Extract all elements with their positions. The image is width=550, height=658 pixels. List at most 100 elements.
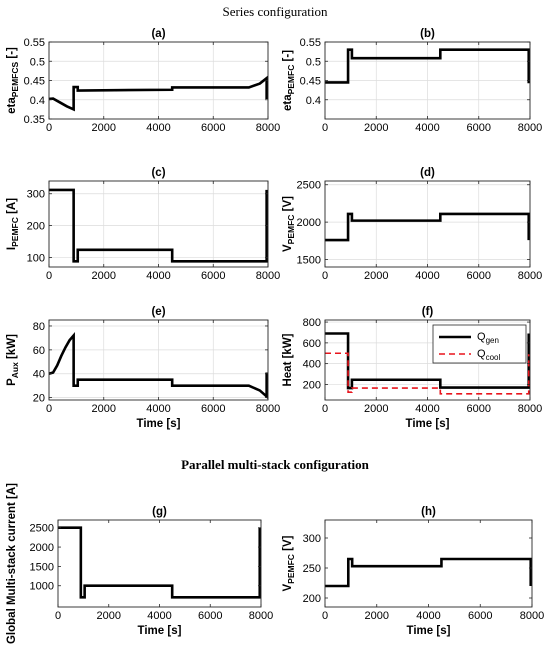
panel-title-g: (g): [152, 506, 167, 518]
x-tick-label: 4000: [415, 403, 439, 415]
series-line-e-0: [48, 332, 268, 400]
x-tick-label: 2000: [97, 610, 121, 622]
x-tick-label: 0: [55, 610, 61, 622]
x-tick-label: 0: [322, 122, 328, 134]
y-tick-label: 40: [33, 369, 45, 381]
x-tick-label: 6000: [201, 122, 225, 134]
x-tick-label: 8000: [520, 610, 544, 622]
x-tick-label: 2000: [92, 122, 116, 134]
y-axis-label: etaPEMFCS [-]: [6, 47, 20, 114]
y-tick-label: 2500: [30, 523, 54, 535]
panel-title-h: (h): [421, 506, 436, 518]
series-line-b-0: [325, 48, 531, 84]
series-line-f-1: [325, 352, 530, 395]
x-tick-label: 8000: [518, 122, 542, 134]
x-tick-label: 0: [46, 403, 52, 415]
y-tick-label: 2500: [297, 180, 321, 192]
y-axis-label: VPEMFC [V]: [282, 535, 296, 591]
x-tick-label: 6000: [467, 270, 491, 282]
x-tick-label: 8000: [249, 610, 273, 622]
legend-label: Qcool: [477, 348, 500, 362]
y-tick-label: 200: [303, 379, 321, 391]
x-axis-label: Time [s]: [137, 418, 181, 430]
y-tick-label: 0.5: [30, 56, 45, 68]
panel-title-e: (e): [151, 306, 165, 318]
plot-area: [58, 520, 261, 607]
chart-c: 0 2000 4000 6000 8000 100 200 300 (c) IPEMFC [A]: [6, 167, 280, 282]
panel-title-c: (c): [151, 167, 165, 179]
x-tick-label: 6000: [201, 403, 225, 415]
y-tick-label: 250: [303, 563, 321, 575]
y-axis-label: Heat [kW]: [282, 333, 294, 386]
y-axis-label: IPEMFC [A]: [6, 198, 20, 250]
y-tick-label: 0.55: [300, 37, 321, 49]
y-axis-label: VPEMFC [V]: [282, 196, 296, 252]
x-tick-label: 6000: [201, 270, 225, 282]
y-tick-label: 1500: [30, 561, 54, 573]
y-tick-label: 800: [303, 317, 321, 329]
y-tick-label: 0.5: [306, 56, 321, 68]
legend-label: Qgen: [477, 331, 499, 345]
x-tick-label: 6000: [467, 122, 491, 134]
chart-b: 0 2000 4000 6000 8000 0.4 0.45 0.5 0.55 (b) etaPEM…: [282, 28, 542, 134]
x-tick-label: 2000: [364, 270, 388, 282]
x-tick-label: 4000: [146, 270, 170, 282]
y-tick-label: 200: [27, 221, 45, 233]
chart-f: 0 2000 4000 6000 8000 200 400 600 800 (f) Time [s]…: [282, 306, 542, 430]
series-line-d-0: [325, 212, 531, 242]
x-tick-label: 6000: [198, 610, 222, 622]
series-line-c-0: [49, 188, 268, 263]
y-tick-label: 0.55: [24, 37, 45, 49]
x-tick-label: 0: [322, 270, 328, 282]
x-tick-label: 2000: [92, 270, 116, 282]
panel-title-b: (b): [420, 28, 435, 40]
y-tick-label: 0.4: [30, 95, 45, 107]
x-tick-label: 6000: [468, 610, 492, 622]
legend-box: [432, 324, 527, 364]
y-tick-label: 600: [303, 338, 321, 350]
x-axis-label: Time [s]: [407, 625, 451, 637]
y-tick-label: 2000: [30, 542, 54, 554]
x-tick-label: 8000: [256, 403, 280, 415]
series-configuration-title: Series configuration: [222, 4, 328, 19]
x-tick-label: 8000: [256, 122, 280, 134]
chart-a: 0 2000 4000 6000 8000 0.35 0.4 0.45 0.5 0.55 (a) et…: [6, 28, 280, 134]
panel-title-d: (d): [420, 167, 435, 179]
parallel-configuration-title: Parallel multi-stack configuration: [181, 457, 369, 472]
plot-area: [325, 520, 532, 607]
x-tick-label: 4000: [415, 270, 439, 282]
y-tick-label: 200: [303, 593, 321, 605]
y-tick-label: 0.45: [300, 76, 321, 88]
y-tick-label: 0.4: [306, 95, 321, 107]
x-axis-label: Time [s]: [406, 418, 450, 430]
x-tick-label: 0: [46, 122, 52, 134]
x-tick-label: 8000: [256, 270, 280, 282]
x-tick-label: 8000: [518, 270, 542, 282]
y-tick-label: 20: [33, 393, 45, 405]
y-tick-label: 100: [27, 252, 45, 264]
series-line-f-0: [325, 332, 531, 390]
y-tick-label: 80: [33, 321, 45, 333]
x-tick-label: 8000: [518, 403, 542, 415]
panel-title-f: (f): [422, 306, 434, 318]
series-line-a-0: [48, 75, 268, 112]
x-tick-label: 0: [46, 270, 52, 282]
y-tick-label: 1500: [297, 255, 321, 267]
x-tick-label: 2000: [364, 122, 388, 134]
y-tick-label: 300: [27, 189, 45, 201]
series-line-g-0: [58, 526, 262, 599]
y-axis-label: PAux [kW]: [6, 334, 20, 386]
y-tick-label: 2000: [297, 217, 321, 229]
panel-title-a: (a): [151, 28, 165, 40]
series-line-h-0: [325, 557, 533, 588]
x-tick-label: 4000: [147, 610, 171, 622]
x-tick-label: 4000: [146, 403, 170, 415]
y-tick-label: 0.45: [24, 76, 45, 88]
x-tick-label: 2000: [92, 403, 116, 415]
chart-g: 0 2000 4000 6000 8000 1000 1500 2000 2500 (g) Time…: [6, 483, 273, 644]
y-axis-label: Global Multi-stack current [A]: [6, 483, 18, 644]
x-axis-label: Time [s]: [138, 625, 182, 637]
x-tick-label: 4000: [416, 610, 440, 622]
x-tick-label: 6000: [467, 403, 491, 415]
